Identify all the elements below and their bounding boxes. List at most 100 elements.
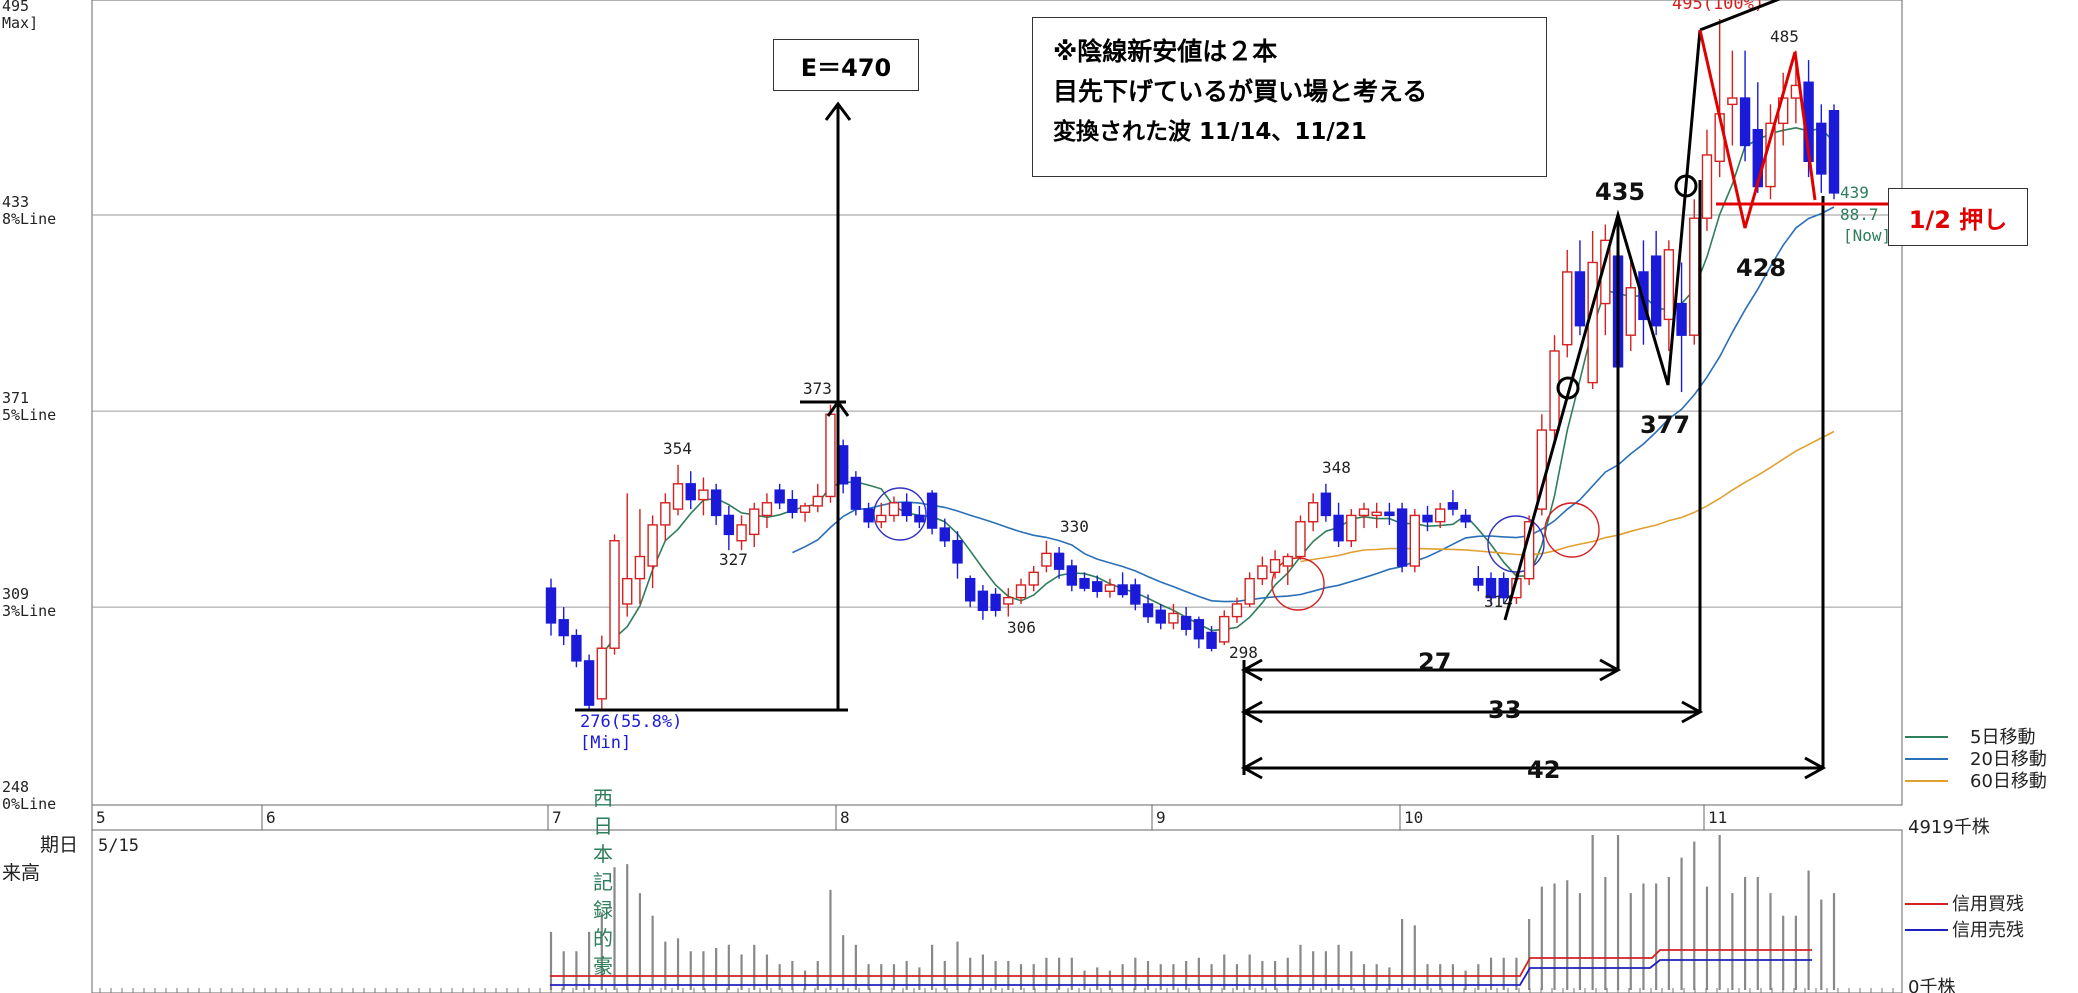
candle bbox=[1574, 240, 1586, 336]
candle bbox=[1028, 566, 1039, 592]
count-42: 42 bbox=[1527, 756, 1560, 784]
tool-circle bbox=[1544, 502, 1600, 558]
volume-axis-bottom: 0千株 bbox=[1908, 977, 1955, 993]
candle bbox=[1130, 578, 1141, 611]
candle bbox=[901, 493, 912, 522]
ma-5-line bbox=[601, 126, 1835, 656]
vertical-note-char: 西 bbox=[593, 786, 613, 810]
legend-label: 20日移動 bbox=[1970, 749, 2047, 770]
candle bbox=[1485, 572, 1497, 604]
candle bbox=[825, 404, 836, 503]
candle bbox=[812, 483, 823, 513]
wave-lines bbox=[1503, 29, 1702, 621]
tool-circle bbox=[873, 487, 927, 541]
candle bbox=[1650, 230, 1662, 336]
candle bbox=[1562, 249, 1573, 358]
candle bbox=[1689, 199, 1700, 345]
candle bbox=[1206, 626, 1217, 652]
chart-frame bbox=[91, 0, 1903, 993]
candle bbox=[774, 483, 785, 510]
candle bbox=[583, 654, 595, 712]
month-labels: 5 6 7 8 9 10 11 bbox=[96, 808, 1727, 827]
candle bbox=[558, 607, 569, 646]
candle bbox=[1307, 493, 1319, 532]
month-label: 7 bbox=[552, 808, 562, 827]
candle bbox=[1282, 553, 1293, 585]
candle bbox=[1269, 550, 1281, 579]
candle bbox=[1460, 509, 1471, 529]
candle bbox=[1193, 616, 1205, 649]
trend-line bbox=[1699, 0, 1781, 32]
high-low-label: 348 bbox=[1322, 458, 1351, 477]
legend-label: 60日移動 bbox=[1970, 771, 2047, 792]
half-pullback-box: 1/2 押し bbox=[1888, 188, 2028, 246]
candle bbox=[914, 505, 925, 529]
candle bbox=[1180, 607, 1192, 636]
vertical-note-char: 豪 bbox=[593, 954, 613, 978]
month-detail-label: 5/15 bbox=[98, 836, 139, 856]
candle bbox=[1816, 104, 1827, 193]
ma-20-line bbox=[792, 206, 1835, 603]
candle bbox=[952, 531, 963, 579]
candle bbox=[1117, 572, 1128, 598]
candle bbox=[1053, 547, 1065, 579]
candle bbox=[1422, 505, 1433, 532]
high-low-label: 298 bbox=[1229, 643, 1258, 662]
now-price: 439 bbox=[1840, 183, 1869, 202]
candle bbox=[571, 629, 582, 668]
candle bbox=[1701, 129, 1713, 231]
candle bbox=[1104, 578, 1116, 598]
now-tag: [Now] bbox=[1843, 226, 1891, 245]
candle bbox=[1320, 483, 1332, 522]
vertical-note-char: 的 bbox=[593, 926, 613, 950]
candle bbox=[596, 635, 608, 712]
candle bbox=[761, 493, 773, 529]
note-line-2: 目先下げているが買い場と考える bbox=[1053, 77, 1428, 106]
target-arrowhead bbox=[824, 101, 852, 121]
credit-buy-line bbox=[550, 949, 1812, 977]
candle bbox=[787, 490, 798, 519]
tool-circle bbox=[1487, 515, 1545, 573]
candle bbox=[977, 584, 989, 620]
ma-60-line bbox=[1300, 430, 1835, 563]
candle bbox=[939, 518, 950, 548]
candle bbox=[660, 493, 671, 541]
target-box: E＝470 bbox=[773, 39, 919, 91]
max-label: 495(100%) bbox=[1672, 0, 1764, 14]
analysis-overlay bbox=[575, 0, 1827, 780]
red-wave-overlay bbox=[1698, 29, 1892, 229]
legend-label: 5日移動 bbox=[1970, 727, 2035, 748]
candle bbox=[672, 464, 684, 516]
candle bbox=[799, 502, 811, 522]
candle bbox=[736, 515, 747, 551]
candle bbox=[1739, 50, 1751, 162]
candle bbox=[1219, 610, 1230, 646]
note-box: ※陰線新安値は２本 目先下げているが買い場と考える 変換された波 11/14、1… bbox=[1032, 17, 1547, 177]
candle bbox=[647, 515, 658, 589]
candle bbox=[1409, 509, 1421, 573]
high-low-label: 373 bbox=[803, 379, 832, 398]
month-label: 5 bbox=[96, 808, 106, 827]
month-axis bbox=[91, 804, 1902, 830]
credit-balance-lines bbox=[550, 949, 1812, 986]
price-pct-label: 8%Line bbox=[2, 210, 56, 228]
candle bbox=[1079, 572, 1090, 592]
candle bbox=[698, 477, 709, 516]
min-label: 276(55.8%) bbox=[580, 712, 682, 732]
month-label: 11 bbox=[1708, 808, 1727, 827]
high-low-label: 354 bbox=[663, 439, 692, 458]
high-low-labels: 354 327 373 330 306 298 348 314 bbox=[663, 379, 1513, 662]
candle bbox=[1168, 603, 1179, 630]
vertical-note-char: 日 bbox=[593, 814, 613, 838]
max-wave-label: 485 bbox=[1770, 27, 1799, 46]
candle bbox=[1638, 240, 1649, 345]
candle bbox=[710, 483, 722, 525]
candle bbox=[1003, 588, 1014, 617]
candle bbox=[1435, 502, 1446, 529]
high-low-label: 306 bbox=[1007, 618, 1036, 637]
candle bbox=[926, 490, 938, 535]
candle bbox=[749, 502, 760, 548]
